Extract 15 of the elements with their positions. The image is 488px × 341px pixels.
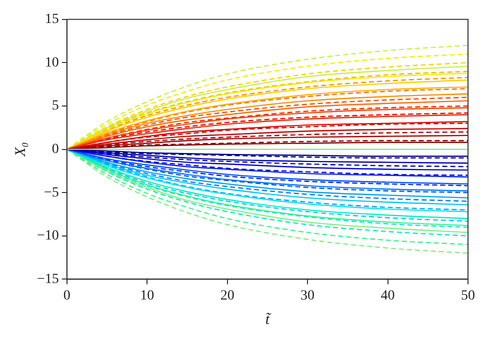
y-tick-label: −10 bbox=[36, 228, 59, 244]
y-tick-label: −5 bbox=[44, 185, 59, 200]
y-tick-label: −15 bbox=[36, 272, 59, 287]
y-axis-title: X₀ bbox=[12, 142, 29, 158]
y-tick-label: 15 bbox=[44, 12, 59, 28]
x-tick-label: 20 bbox=[220, 288, 234, 304]
x-axis-title: t̃ bbox=[265, 312, 272, 328]
x-tick-label: 50 bbox=[461, 288, 475, 304]
x-tick-label: 10 bbox=[140, 288, 154, 304]
y-tick-label: 0 bbox=[52, 142, 59, 157]
y-tick-label: 10 bbox=[44, 55, 59, 70]
y-tick-label: 5 bbox=[52, 98, 59, 114]
x-tick-label: 30 bbox=[300, 288, 315, 304]
x-tick-label: 0 bbox=[63, 288, 70, 304]
x-tick-label: 40 bbox=[380, 288, 395, 304]
